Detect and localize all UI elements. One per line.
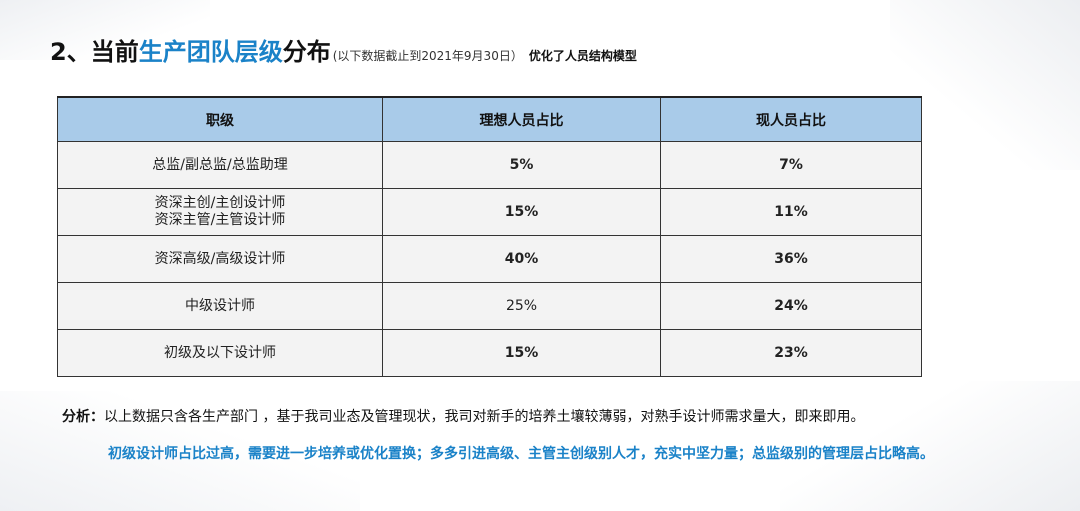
cell-current-ratio: 7%: [660, 141, 922, 189]
background-decoration: [890, 0, 1080, 170]
analysis-body: 以上数据只含各生产部门 ，基于我司业态及管理现状，我司对新手的培养土壤较薄弱，对…: [104, 409, 865, 425]
table-row: 资深高级/高级设计师 40% 36%: [57, 235, 922, 283]
cell-current-ratio: 11%: [660, 188, 922, 236]
cell-ideal-ratio: 5%: [382, 141, 661, 189]
cell-current-ratio: 24%: [660, 282, 922, 330]
analysis-text: 分析：以上数据只含各生产部门 ，基于我司业态及管理现状，我司对新手的培养土壤较薄…: [62, 406, 864, 426]
header-ideal-ratio: 理想人员占比: [382, 96, 661, 142]
table-row: 总监/副总监/总监助理 5% 7%: [57, 141, 922, 189]
cell-level: 初级及以下设计师: [57, 329, 383, 377]
cell-ideal-ratio: 25%: [382, 282, 661, 330]
cell-level: 资深高级/高级设计师: [57, 235, 383, 283]
table-row: 初级及以下设计师 15% 23%: [57, 329, 922, 377]
level-label-line: 资深主创/主创设计师: [154, 195, 286, 211]
level-label-line: 资深高级/高级设计师: [154, 250, 286, 267]
title-tail: 优化了人员结构模型: [528, 49, 637, 63]
level-label-line: 总监/副总监/总监助理: [152, 156, 288, 173]
background-decoration: [0, 391, 360, 511]
title-prefix: 2、当前: [50, 38, 139, 66]
level-label-line: 中级设计师: [185, 297, 255, 314]
cell-level: 中级设计师: [57, 282, 383, 330]
table-row: 资深主创/主创设计师 资深主管/主管设计师 15% 11%: [57, 188, 922, 236]
cell-ideal-ratio: 15%: [382, 329, 661, 377]
header-current-ratio: 现人员占比: [660, 96, 922, 142]
title-suffix: 分布: [282, 38, 331, 66]
table-row: 中级设计师 25% 24%: [57, 282, 922, 330]
analysis-label: 分析：: [62, 409, 104, 425]
level-distribution-table: 职级 理想人员占比 现人员占比 总监/副总监/总监助理 5% 7% 资深主创/主创设计…: [57, 96, 922, 377]
cell-level: 总监/副总监/总监助理: [57, 141, 383, 189]
cell-ideal-ratio: 15%: [382, 188, 661, 236]
page-title: 2、当前 生产团队层级 分布 (以下数据截止到2021年9月30日） 优化了人员…: [50, 32, 637, 67]
background-decoration: [0, 0, 210, 60]
title-date-note: (以下数据截止到2021年9月30日）: [332, 49, 523, 63]
title-highlight: 生产团队层级: [138, 38, 283, 66]
cell-current-ratio: 23%: [660, 329, 922, 377]
background-decoration: [780, 381, 1080, 511]
level-label-line: 资深主管/主管设计师: [154, 212, 286, 228]
cell-current-ratio: 36%: [660, 235, 922, 283]
header-level: 职级: [57, 96, 383, 142]
cell-level: 资深主创/主创设计师 资深主管/主管设计师: [57, 188, 383, 236]
analysis-conclusion: 初级设计师占比过高，需要进一步培养或优化置换；多多引进高级、主管主创级别人才，充…: [108, 446, 934, 462]
cell-ideal-ratio: 40%: [382, 235, 661, 283]
level-label-line: 初级及以下设计师: [164, 344, 276, 361]
table-header-row: 职级 理想人员占比 现人员占比: [57, 96, 922, 142]
